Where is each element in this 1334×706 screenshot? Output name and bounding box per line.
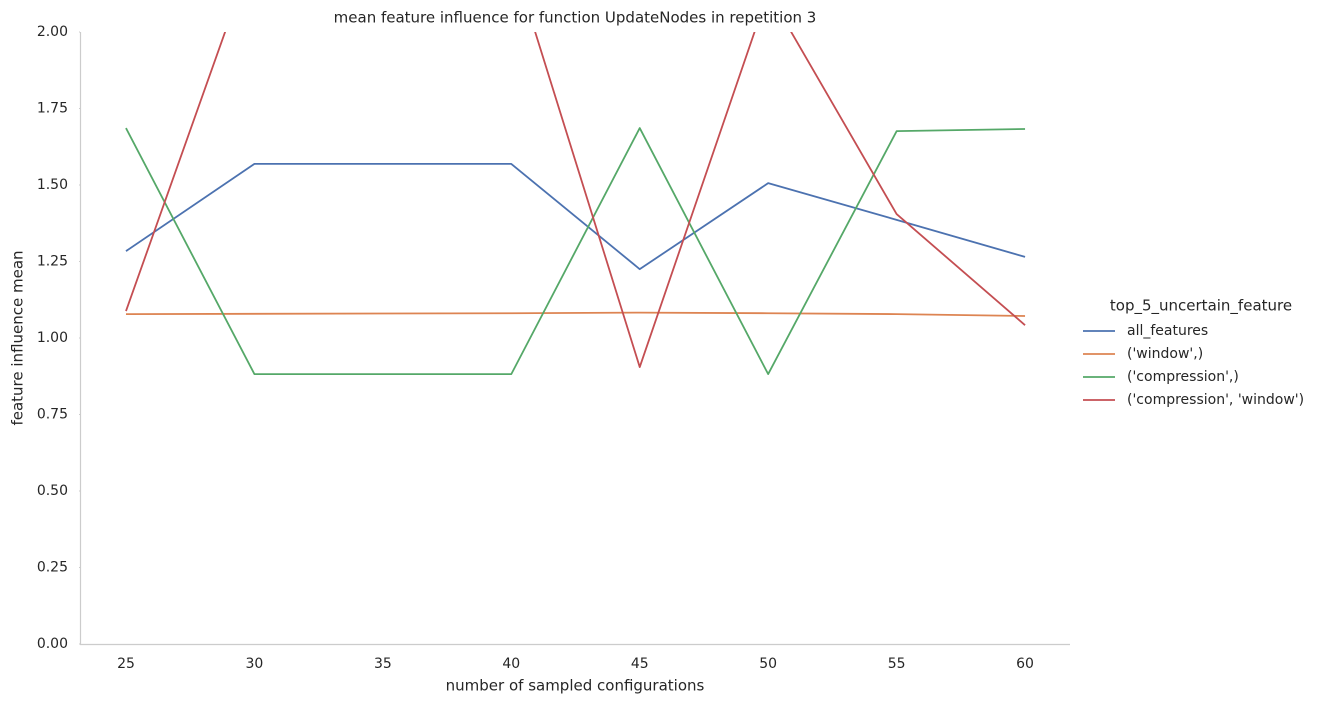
x-tick-label: 60 [1016,656,1034,672]
y-axis-label: feature influence mean [9,250,27,425]
plot-area [125,32,1026,376]
x-tick-label: 30 [246,656,264,672]
legend-title: top_5_uncertain_feature [1110,297,1292,316]
y-tick-label: 1.75 [37,101,68,117]
x-tick-label: 25 [117,656,135,672]
legend-label: ('compression',) [1127,369,1239,385]
y-tick-label: 0.25 [37,560,68,576]
y-tick-label: 0.50 [37,483,68,499]
x-tick-label: 50 [759,656,777,672]
y-tick-label: 0.75 [37,407,68,423]
y-tick-label: 1.25 [37,254,68,270]
series-line [125,127,1026,376]
y-tick-label: 1.00 [37,330,68,346]
x-tick-label: 55 [888,656,906,672]
series-line [125,32,1026,368]
legend-label: all_features [1127,323,1208,339]
legend-label: ('compression', 'window') [1127,392,1304,408]
x-tick-label: 45 [631,656,649,672]
series-line [125,311,1026,317]
x-axis-label: number of sampled configurations [446,677,705,695]
y-tick-label: 0.00 [37,636,68,652]
x-tick-label: 35 [374,656,392,672]
chart-title: mean feature influence for function Upda… [334,9,817,27]
series-line [125,162,1026,271]
y-tick-label: 2.00 [37,24,68,40]
legend-label: ('window',) [1127,346,1203,362]
y-tick-label: 1.50 [37,177,68,193]
x-tick-label: 40 [502,656,520,672]
